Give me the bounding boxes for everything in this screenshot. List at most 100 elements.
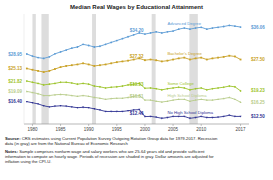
point-marker [183,98,185,100]
point-marker [116,97,118,99]
data-label: $19.09 [8,89,22,94]
point-marker [43,94,45,96]
point-marker [127,36,129,38]
point-marker [172,30,174,32]
point-marker [161,32,163,34]
point-marker [26,53,28,55]
point-marker [60,66,62,68]
point-marker [105,98,107,100]
point-marker [60,51,62,53]
point-marker [65,94,67,96]
point-marker [195,99,197,101]
point-marker [71,82,73,84]
point-marker [206,117,208,119]
annotation-text: inflation using the CPI-U. [5,159,51,164]
point-marker [195,117,197,119]
point-marker [82,43,84,45]
x-tick-label: 2017 [236,127,247,132]
point-marker [166,88,168,90]
point-marker [167,31,169,33]
point-marker [99,97,101,99]
point-marker [59,81,61,83]
point-marker [48,106,50,108]
point-marker [65,65,67,67]
x-tick-label: 2000 [140,127,151,132]
point-marker [26,90,28,92]
point-marker [206,99,208,101]
series-line [27,81,241,91]
point-marker [88,64,90,66]
x-tick [116,124,117,126]
point-marker [212,57,214,59]
point-marker [155,116,157,118]
point-marker [32,55,34,57]
point-marker [234,98,236,100]
data-label: $34.20 [130,28,144,33]
point-marker [65,81,67,83]
point-marker [37,82,39,84]
point-marker [116,111,118,113]
annotation-text: data (in gray) are from the National Bur… [5,141,129,146]
x-tick [201,124,202,126]
point-marker [116,86,118,88]
point-marker [31,102,33,104]
point-marker [32,69,34,71]
point-marker [26,80,28,82]
point-marker [228,115,230,117]
x-tick [88,124,89,126]
recession-band [189,14,197,124]
point-marker [223,86,225,88]
point-marker [122,38,124,40]
point-marker [189,118,191,120]
point-marker [31,91,33,93]
point-marker [223,116,225,118]
point-marker [166,100,168,102]
point-marker [105,111,107,113]
series-name: Some College [167,81,194,86]
point-marker [121,85,123,87]
point-marker [183,116,185,118]
annotation: Notes: Sample comprises nonfarm wage and… [5,149,214,164]
point-marker [150,99,152,101]
point-marker [228,85,230,87]
point-marker [240,116,242,118]
point-marker [65,49,67,51]
x-tick-label: 2005 [168,127,179,132]
point-marker [54,53,56,55]
point-marker [43,84,45,86]
point-marker [172,59,174,61]
point-marker [93,96,95,98]
annotation: Source: CRS estimates using Current Popu… [5,136,218,146]
x-tick [173,124,174,126]
data-label: $27.32 [130,54,144,59]
title: Median Real Wages by Educational Attainm… [70,4,203,10]
x-tick-label: 2010 [196,127,207,132]
point-marker [189,100,191,102]
point-marker [26,68,28,70]
y-axis-line [24,14,25,124]
x-tick [144,124,145,126]
recession-band [41,14,48,124]
point-marker [183,57,185,59]
point-marker [155,59,157,61]
x-tick-label: 1980 [27,127,38,132]
point-marker [88,95,90,97]
point-marker [161,89,163,91]
point-marker [48,94,50,96]
point-marker [161,61,163,63]
point-marker [105,64,107,66]
point-marker [200,87,202,89]
point-marker [48,70,50,72]
point-marker [189,28,191,30]
point-marker [37,57,39,59]
recession-band [92,14,96,124]
point-marker [110,42,112,44]
series-line [27,91,241,102]
point-marker [88,83,90,85]
point-marker [206,89,208,91]
point-marker [183,27,185,29]
point-marker [82,82,84,84]
point-marker [155,100,157,102]
point-marker [217,98,219,100]
point-marker [200,57,202,59]
